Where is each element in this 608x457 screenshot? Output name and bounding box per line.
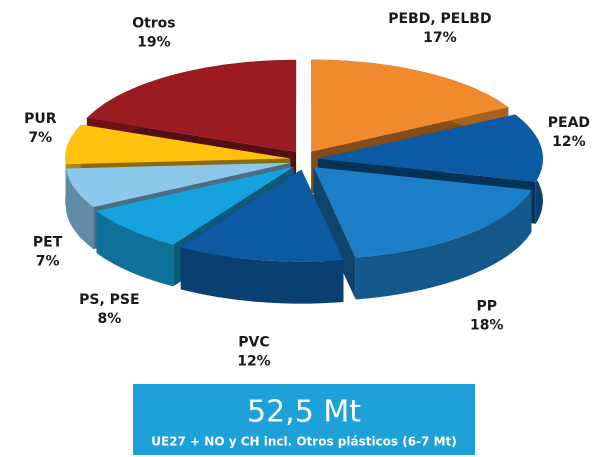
slice-value: 12%: [237, 353, 271, 369]
slice-value: 12%: [552, 134, 586, 150]
slice-wall: [96, 211, 174, 287]
total-box: [133, 384, 475, 455]
slice-top: [313, 167, 532, 258]
slice-value: 18%: [470, 318, 504, 334]
note: UE27 + NO y CH incl. Otros plásticos (6-…: [151, 435, 457, 449]
slice-value: 7%: [36, 254, 60, 270]
slice-value: 8%: [97, 311, 121, 327]
slice-value: 7%: [28, 130, 52, 146]
slice-label: PP: [477, 299, 498, 315]
slice-label: PEBD, PELBD: [388, 11, 491, 27]
slice-wall: [355, 190, 532, 300]
slice-label: PET: [33, 235, 63, 251]
total: 52,5 Mt: [247, 395, 361, 430]
slice-value: 19%: [137, 35, 171, 51]
slice: [180, 169, 344, 304]
slice-wall: [180, 247, 344, 304]
slice-top: [311, 59, 509, 152]
slice-side: [313, 167, 356, 300]
slice-label: PUR: [24, 111, 57, 127]
slice-label: Otros: [132, 16, 175, 32]
slice-top: [65, 124, 291, 165]
slice: [313, 167, 532, 300]
slice-top: [86, 59, 297, 152]
slice-wall: [66, 168, 94, 250]
slice-label: PS, PSE: [79, 292, 139, 308]
slice-top: [96, 166, 294, 245]
slice-value: 17%: [423, 30, 457, 46]
slice-top: [66, 162, 291, 208]
slice-top: [317, 114, 543, 182]
slice-top: [180, 169, 344, 262]
slice-label: PEAD: [548, 115, 590, 131]
slice-label: PVC: [238, 334, 269, 350]
